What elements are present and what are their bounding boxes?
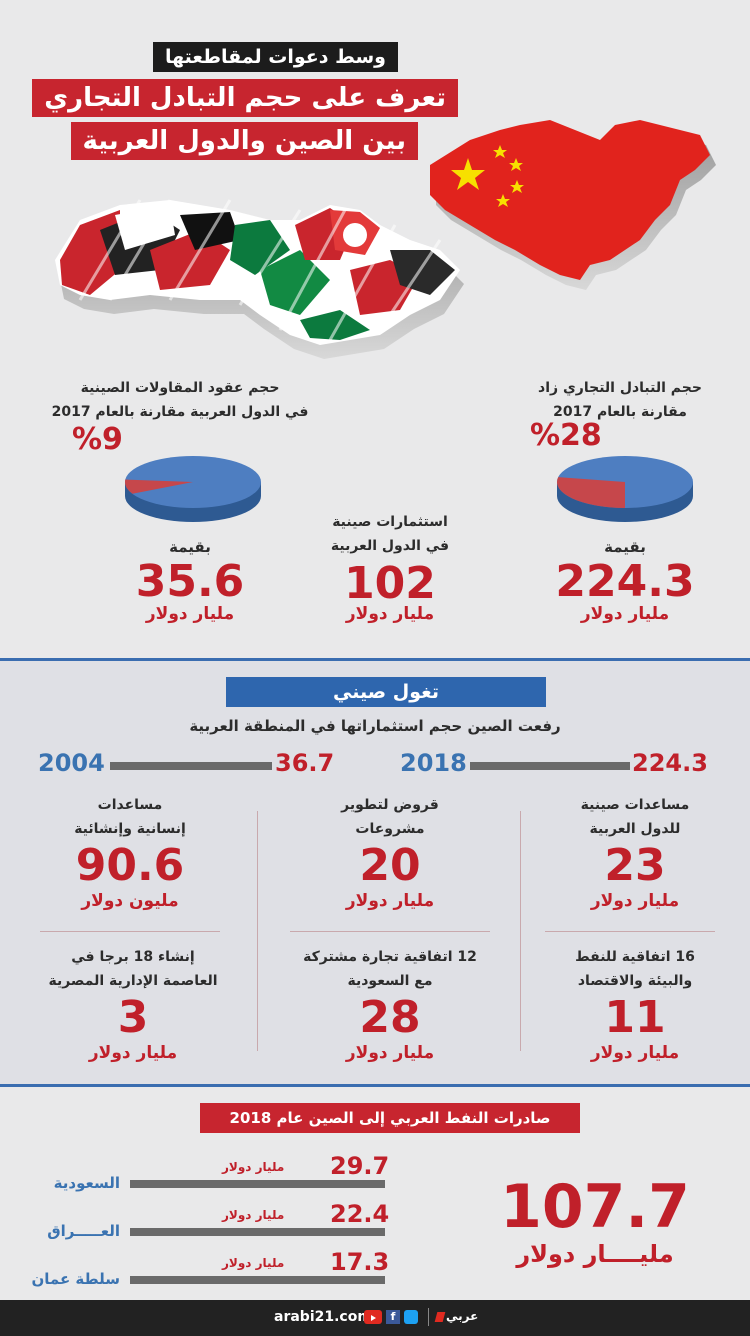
brand-logo-icon	[434, 1312, 446, 1322]
oil-row-unit: مليار دولار	[222, 1256, 285, 1270]
incursion-item-6: إنشاء 18 برجا في العاصمة الإدارية المصري…	[18, 945, 248, 1063]
compare-left-value: 36.7	[275, 749, 335, 777]
oil-row-value: 22.4	[330, 1200, 390, 1228]
incursion-item-caption-line: إنشاء 18 برجا في	[71, 949, 195, 965]
oil-row-bar	[130, 1180, 385, 1188]
oil-row-country: العـــــراق	[47, 1222, 120, 1240]
contracts-caption-line1: حجم عقود المقاولات الصينية	[80, 380, 280, 396]
incursion-item-value: 3	[117, 992, 149, 1043]
incursion-item-value: 90.6	[75, 840, 185, 891]
incursion-item-caption-line: للدول العربية	[589, 821, 681, 837]
trade-pie-share	[557, 477, 625, 508]
grid-divider-h2	[290, 931, 490, 932]
investments-caption-line1: استثمارات صينية	[332, 514, 448, 530]
incursion-item-caption-line: والبيئة والاقتصاد	[577, 973, 693, 989]
incursion-item-value: 23	[604, 840, 666, 891]
twitter-icon[interactable]	[404, 1310, 418, 1324]
trade-pie-chart	[557, 456, 693, 522]
compare-left-year: 2004	[38, 749, 105, 777]
contracts-pie-share	[125, 479, 193, 494]
incursion-item-4: 16 اتفاقية للنفط والبيئة والاقتصاد 11 مل…	[540, 945, 730, 1063]
incursion-item-caption-line: قروض لتطوير	[341, 797, 439, 813]
footer-divider	[428, 1308, 429, 1326]
incursion-item-caption-line: إنسانية وإنشائية	[74, 821, 186, 837]
footer-bar: arabi21.com f عربي	[0, 1300, 750, 1336]
trade-value-label: بقيمة	[604, 538, 646, 556]
incursion-item-5: 12 اتفاقية تجارة مشتركة مع السعودية 28 م…	[275, 945, 505, 1063]
incursion-item-value: 20	[359, 840, 421, 891]
oil-row-value: 17.3	[330, 1248, 390, 1276]
maps-illustration	[55, 120, 716, 359]
trade-percent: %28	[530, 418, 602, 453]
grid-divider-h3	[545, 931, 715, 932]
incursion-item-unit: مليار دولار	[345, 891, 435, 911]
incursion-item-2: قروض لتطوير مشروعات 20 مليار دولار	[290, 793, 490, 911]
incursion-item-unit: مليار دولار	[88, 1043, 178, 1063]
facebook-icon[interactable]: f	[386, 1310, 400, 1324]
trade-unit: مليار دولار	[580, 604, 670, 624]
header-title: تعرف على حجم التبادل التجاري	[32, 79, 458, 117]
arab-flags-map-icon	[55, 199, 464, 359]
incursion-item-3: مساعدات إنسانية وإنشائية 90.6 مليون دولا…	[30, 793, 230, 911]
trade-caption-line2: مقارنة بالعام 2017	[553, 404, 687, 420]
oil-row-value: 29.7	[330, 1152, 390, 1180]
compare-left-bar	[110, 762, 272, 770]
grid-divider-v1	[257, 811, 258, 1051]
grid-divider-h1	[40, 931, 220, 932]
contracts-unit: مليار دولار	[145, 604, 235, 624]
compare-right-bar	[470, 762, 630, 770]
contracts-percent: %9	[72, 422, 123, 457]
incursion-item-caption-line: مساعدات	[97, 797, 163, 813]
oil-row-country: السعودية	[53, 1174, 120, 1192]
footer-brand: عربي	[446, 1309, 479, 1323]
incursion-title: تغول صيني	[226, 677, 546, 707]
investments-unit: مليار دولار	[345, 604, 435, 624]
oil-rows: 29.7 مليار دولار السعودية 22.4 مليار دول…	[0, 1150, 400, 1290]
oil-row-country: سلطة عمان	[31, 1270, 120, 1288]
incursion-item-1: مساعدات صينية للدول العربية 23 مليار دول…	[540, 793, 730, 911]
investments-caption-line2: في الدول العربية	[330, 538, 450, 554]
incursion-section: تغول صيني رفعت الصين حجم استثماراتها في …	[0, 658, 750, 1087]
contracts-pie-chart	[125, 456, 261, 522]
oil-row-unit: مليار دولار	[222, 1160, 285, 1174]
incursion-item-unit: مليون دولار	[81, 891, 179, 911]
incursion-item-unit: مليار دولار	[590, 891, 680, 911]
investments-caption: استثمارات صينية في الدول العربية	[310, 510, 470, 558]
incursion-item-value: 28	[359, 992, 421, 1043]
footer-site-link[interactable]: arabi21.com	[274, 1309, 372, 1325]
incursion-subtitle: رفعت الصين حجم استثماراتها في المنطقة ال…	[189, 717, 561, 735]
trade-caption-line1: حجم التبادل التجاري زاد	[538, 380, 702, 396]
contracts-caption: حجم عقود المقاولات الصينية في الدول العر…	[30, 376, 330, 424]
contracts-value-label: بقيمة	[169, 538, 211, 556]
compare-right-year: 2018	[400, 749, 467, 777]
grid-divider-v2	[520, 811, 521, 1051]
oil-title: صادرات النفط العربي إلى الصين عام 2018	[200, 1103, 580, 1133]
incursion-item-caption-line: 12 اتفاقية تجارة مشتركة	[303, 949, 477, 965]
compare-right-value: 224.3	[632, 749, 708, 777]
incursion-item-caption-line: مشروعات	[355, 821, 425, 837]
incursion-item-unit: مليار دولار	[590, 1043, 680, 1063]
incursion-item-caption-line: مساعدات صينية	[580, 797, 690, 813]
oil-total-value: 107.7	[500, 1172, 690, 1242]
incursion-item-caption-line: 16 اتفاقية للنفط	[575, 949, 695, 965]
investments-value: 102	[344, 558, 436, 609]
incursion-item-value: 11	[604, 992, 666, 1043]
trade-value: 224.3	[555, 556, 695, 607]
incursion-item-caption-line: العاصمة الإدارية المصرية	[48, 973, 218, 989]
youtube-icon[interactable]	[364, 1310, 382, 1324]
header-subtitle: بين الصين والدول العربية	[70, 122, 418, 160]
oil-total-unit: مليــــار دولار	[516, 1240, 674, 1268]
incursion-item-caption-line: مع السعودية	[347, 973, 433, 989]
header-kicker: وسط دعوات لمقاطعتها	[152, 42, 398, 72]
contracts-caption-line2: في الدول العربية مقارنة بالعام 2017	[51, 404, 309, 420]
trade-caption: حجم التبادل التجاري زاد مقارنة بالعام 20…	[510, 376, 730, 424]
incursion-item-unit: مليار دولار	[345, 1043, 435, 1063]
contracts-value: 35.6	[135, 556, 245, 607]
oil-row-unit: مليار دولار	[222, 1208, 285, 1222]
oil-row-bar	[130, 1276, 385, 1284]
china-map-icon	[430, 120, 716, 290]
oil-row-bar	[130, 1228, 385, 1236]
